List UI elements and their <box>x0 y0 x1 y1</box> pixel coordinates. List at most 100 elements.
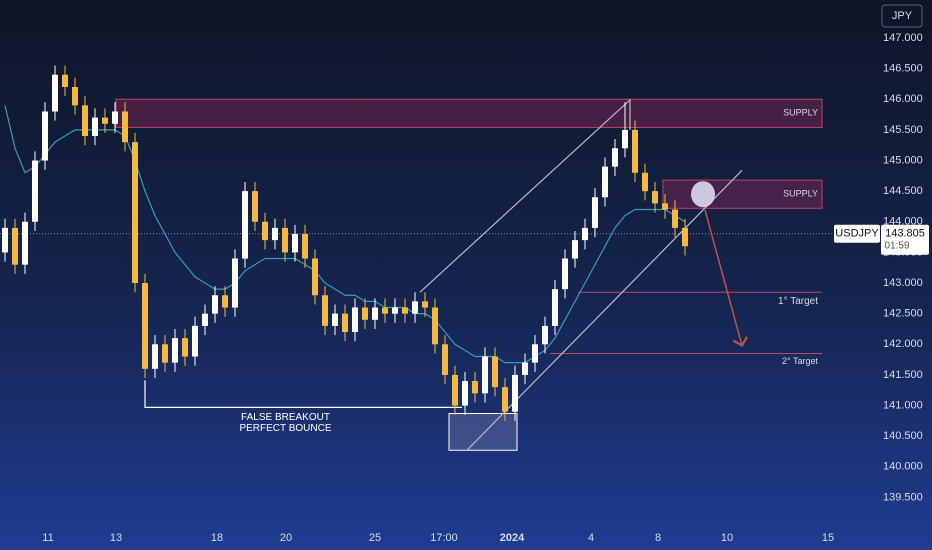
supply-zone <box>115 98 823 128</box>
candle-body <box>132 142 138 284</box>
x-tick-label: 17:00 <box>430 532 458 544</box>
candle-body <box>572 240 578 259</box>
x-tick-label: 13 <box>110 532 122 544</box>
candle-body <box>592 197 598 228</box>
zone-label: SUPPLY <box>783 108 818 118</box>
candle-body <box>162 344 168 363</box>
y-tick-label: 140.500 <box>883 430 923 442</box>
candle-body <box>152 344 158 369</box>
y-tick-label: 142.000 <box>883 338 923 350</box>
y-tick-label: 146.500 <box>883 63 923 75</box>
candle-body <box>232 258 238 308</box>
candle-body <box>362 307 368 320</box>
candle-body <box>642 172 648 192</box>
candle-body <box>452 374 458 406</box>
y-tick-label: 145.000 <box>883 154 923 166</box>
candle-body <box>312 258 318 296</box>
candle-body <box>402 307 408 314</box>
candle-body <box>32 160 38 222</box>
candle-body <box>522 362 528 375</box>
candle-body <box>332 313 338 326</box>
candle-body <box>562 258 568 290</box>
candle-body <box>242 191 248 259</box>
bounce-box <box>448 413 518 451</box>
candle-body <box>422 301 428 308</box>
x-tick-label: 2024 <box>500 532 525 544</box>
candle-body <box>202 313 208 326</box>
candle-body <box>2 227 8 253</box>
candle-body <box>262 221 268 241</box>
candle-body <box>382 307 388 314</box>
supply-zone <box>662 179 823 209</box>
candle-body <box>342 313 348 333</box>
candle-body <box>392 307 398 314</box>
trendline <box>419 98 631 293</box>
candle-body <box>22 221 28 265</box>
candle-body <box>52 74 58 112</box>
symbol-tag <box>834 224 880 243</box>
y-tick-label: 146.000 <box>883 93 923 105</box>
y-tick-label: 140.000 <box>883 461 923 473</box>
candle-body <box>442 344 448 375</box>
candle-body <box>12 227 18 265</box>
candle-body <box>552 289 558 326</box>
price-label: 143.805 <box>885 228 925 240</box>
candle-body <box>102 117 108 124</box>
y-tick-label: 143.000 <box>883 277 923 289</box>
x-tick-label: 18 <box>211 532 223 544</box>
x-tick-label: 8 <box>655 532 661 544</box>
candle-body <box>142 283 148 369</box>
x-tick-label: 20 <box>280 532 292 544</box>
candle-body <box>352 307 358 333</box>
y-tick-label: 141.000 <box>883 399 923 411</box>
x-tick-label: 11 <box>42 532 53 544</box>
candle-body <box>72 86 78 106</box>
candle-body <box>482 356 488 394</box>
countdown: 01:59 <box>884 240 909 251</box>
candle-body <box>412 301 418 314</box>
candle-body <box>302 234 308 259</box>
breakout-label: PERFECT BOUNCE <box>239 423 331 434</box>
y-tick-label: 147.000 <box>883 32 923 44</box>
y-tick-label: 141.500 <box>883 369 923 381</box>
y-tick-label: 144.000 <box>883 216 923 228</box>
forecast-arrow <box>704 209 742 345</box>
breakout-line <box>144 380 462 408</box>
candle-body <box>672 209 678 228</box>
x-tick-label: 25 <box>369 532 381 544</box>
candle-body <box>182 338 188 357</box>
candle-body <box>92 117 98 136</box>
currency: JPY <box>892 10 913 22</box>
x-tick-label: 10 <box>721 532 733 544</box>
candle-body <box>292 234 298 253</box>
candle-body <box>192 325 198 357</box>
y-tick-label: 145.500 <box>883 124 923 136</box>
candle-body <box>532 344 538 363</box>
candle-body <box>172 338 178 363</box>
candle-body <box>432 307 438 345</box>
candle-body <box>662 203 668 210</box>
candle-body <box>42 111 48 161</box>
candle-body <box>512 374 518 412</box>
x-tick-label: 4 <box>588 532 594 544</box>
candle-body <box>372 307 378 320</box>
zone-label: SUPPLY <box>783 189 818 199</box>
candle-body <box>82 105 88 136</box>
currency-box <box>881 4 923 28</box>
moving-average <box>4 105 686 364</box>
candle-body <box>502 387 508 412</box>
symbol-label: USDJPY <box>835 228 879 240</box>
y-tick-label: 142.500 <box>883 308 923 320</box>
target-label: 2° Target <box>782 356 818 366</box>
candle-body <box>492 356 498 388</box>
target-label: 1° Target <box>778 296 818 307</box>
candle-body <box>272 227 278 241</box>
candle-body <box>322 295 328 326</box>
candle-body <box>62 74 68 87</box>
candle-body <box>252 191 258 222</box>
candle-body <box>282 227 288 253</box>
y-tick-label: 144.500 <box>883 185 923 197</box>
candle-body <box>462 381 468 406</box>
candle-body <box>222 295 228 308</box>
